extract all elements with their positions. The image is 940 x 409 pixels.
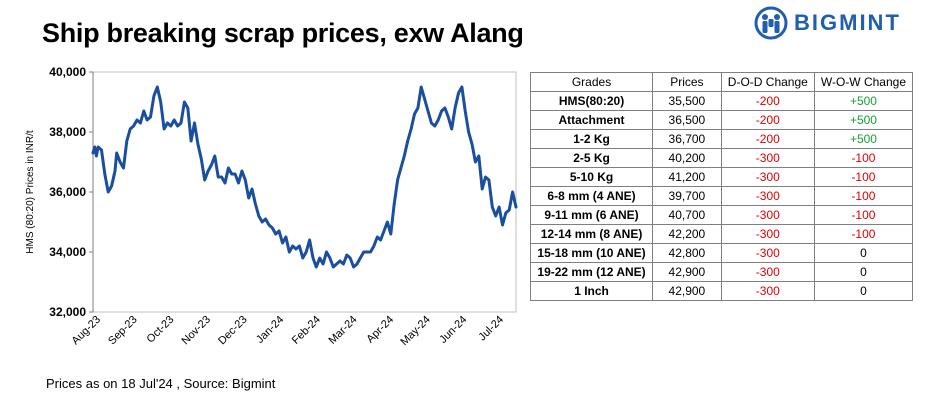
wow-change-cell: 0	[813, 262, 914, 282]
grade-cell: 15-18 mm (10 ANE)	[529, 243, 654, 263]
dod-change-cell: -300	[720, 148, 815, 168]
price-table: Grades Prices D-O-D Change W-O-W Change HMS…	[529, 72, 914, 301]
price-cell: 42,900	[652, 262, 722, 282]
x-tick-label: Oct-23	[145, 314, 177, 346]
price-cell: 36,500	[652, 110, 722, 130]
y-tick-label: 36,000	[49, 185, 86, 199]
price-cell: 41,200	[652, 167, 722, 187]
table-row: 1-2 Kg 36,700 -200 +500	[529, 129, 914, 149]
wow-change-cell: -100	[813, 167, 914, 187]
dod-change-cell: -300	[720, 281, 815, 301]
x-tick-label: Apr-24	[364, 314, 396, 346]
chart-title: Ship breaking scrap prices, exw Alang	[42, 18, 524, 48]
grade-cell: 6-8 mm (4 ANE)	[529, 186, 654, 206]
y-tick-label: 38,000	[49, 125, 86, 139]
dod-change-cell: -200	[720, 129, 815, 149]
table-row: 1 Inch 42,900 -300 0	[529, 281, 914, 301]
grade-cell: Attachment	[529, 110, 654, 130]
x-tick-label: Sep-23	[106, 314, 140, 348]
table-row: 15-18 mm (10 ANE) 42,800 -300 0	[529, 243, 914, 263]
dod-change-cell: -200	[720, 91, 815, 111]
wow-change-cell: -100	[813, 186, 914, 206]
table-header-cell: Prices	[652, 72, 722, 92]
table-header-cell: Grades	[529, 72, 654, 92]
y-tick-label: 40,000	[49, 65, 86, 79]
wow-change-cell: +500	[813, 91, 914, 111]
wow-change-cell: -100	[813, 205, 914, 225]
y-tick-label: 34,000	[49, 245, 86, 259]
wow-change-cell: 0	[813, 243, 914, 263]
price-cell: 42,200	[652, 224, 722, 244]
wow-change-cell: +500	[813, 110, 914, 130]
y-axis-label: HMS (80:20) Prices in INR/t	[25, 130, 36, 254]
price-cell: 42,800	[652, 243, 722, 263]
x-tick-label: Dec-23	[216, 314, 250, 348]
table-row: 12-14 mm (8 ANE) 42,200 -300 -100	[529, 224, 914, 244]
grade-cell: 19-22 mm (12 ANE)	[529, 262, 654, 282]
grade-cell: 1-2 Kg	[529, 129, 654, 149]
grade-cell: HMS(80:20)	[529, 91, 654, 111]
grade-cell: 9-11 mm (6 ANE)	[529, 205, 654, 225]
y-tick-label: 32,000	[49, 305, 86, 319]
x-tick-label: Jun-24	[437, 314, 469, 346]
x-tick-label: Jan-24	[254, 314, 286, 346]
x-tick-label: Mar-24	[326, 314, 359, 347]
price-chart: 32,000 34,000 36,000 38,000 40,000 HMS (80:20…	[18, 62, 518, 362]
x-tick-label: Feb-24	[290, 314, 323, 347]
dod-change-cell: -300	[720, 205, 815, 225]
table-row: 2-5 Kg 40,200 -300 -100	[529, 148, 914, 168]
source-note: Prices as on 18 Jul'24 , Source: Bigmint	[46, 376, 276, 391]
grade-cell: 12-14 mm (8 ANE)	[529, 224, 654, 244]
brand-mark-icon	[754, 6, 788, 40]
brand-logo: BIGMINT	[754, 6, 901, 40]
grade-cell: 2-5 Kg	[529, 148, 654, 168]
dod-change-cell: -300	[720, 262, 815, 282]
table-row: HMS(80:20) 35,500 -200 +500	[529, 91, 914, 111]
price-cell: 42,900	[652, 281, 722, 301]
wow-change-cell: +500	[813, 129, 914, 149]
brand-name: BIGMINT	[794, 10, 901, 35]
table-row: Attachment 36,500 -200 +500	[529, 110, 914, 130]
table-row: 19-22 mm (12 ANE) 42,900 -300 0	[529, 262, 914, 282]
price-cell: 35,500	[652, 91, 722, 111]
table-header-cell: D-O-D Change	[720, 72, 815, 92]
wow-change-cell: -100	[813, 224, 914, 244]
plot-area-border	[92, 71, 517, 313]
dod-change-cell: -300	[720, 243, 815, 263]
dod-change-cell: -200	[720, 110, 815, 130]
hms-price-line	[91, 85, 518, 269]
wow-change-cell: -100	[813, 148, 914, 168]
dod-change-cell: -300	[720, 167, 815, 187]
table-header-row: Grades Prices D-O-D Change W-O-W Change	[529, 72, 914, 92]
price-cell: 36,700	[652, 129, 722, 149]
price-cell: 40,700	[652, 205, 722, 225]
grade-cell: 5-10 Kg	[529, 167, 654, 187]
dod-change-cell: -300	[720, 224, 815, 244]
table-header-cell: W-O-W Change	[813, 72, 914, 92]
x-tick-label: Nov-23	[179, 314, 213, 348]
chart-canvas: 32,000 34,000 36,000 38,000 40,000 HMS (80:20…	[25, 65, 518, 348]
x-tick-label: Jul-24	[476, 314, 506, 344]
table-row: 6-8 mm (4 ANE) 39,700 -300 -100	[529, 186, 914, 206]
wow-change-cell: 0	[813, 281, 914, 301]
price-cell: 40,200	[652, 148, 722, 168]
x-tick-label: May-24	[398, 314, 432, 348]
price-cell: 39,700	[652, 186, 722, 206]
table-row: 5-10 Kg 41,200 -300 -100	[529, 167, 914, 187]
grade-cell: 1 Inch	[529, 281, 654, 301]
dod-change-cell: -300	[720, 186, 815, 206]
table-row: 9-11 mm (6 ANE) 40,700 -300 -100	[529, 205, 914, 225]
